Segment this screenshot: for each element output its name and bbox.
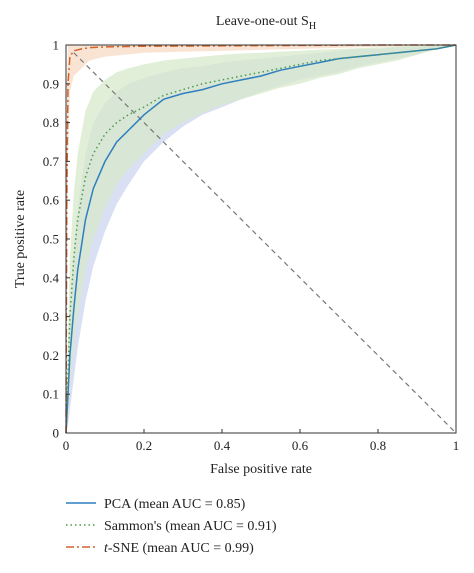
x-tick-label: 0	[63, 438, 70, 453]
legend-label-tsne: t-SNE (mean AUC = 0.99)	[104, 541, 254, 556]
y-tick-label: 1	[53, 38, 60, 53]
y-tick-label: 0.4	[43, 270, 60, 285]
y-tick-label: 0	[53, 426, 60, 441]
legend: PCA (mean AUC = 0.85) Sammon's (mean AUC…	[66, 497, 277, 556]
chart-title: Leave-one-out SH	[216, 14, 316, 32]
y-axis-label: True positive rate	[13, 190, 28, 288]
y-tick-label: 0.7	[43, 154, 60, 169]
y-tick-label: 0.6	[43, 193, 60, 208]
x-axis: 0 0.2 0.4 0.6 0.8 1	[63, 429, 460, 453]
y-tick-label: 0.9	[43, 76, 59, 91]
chance-diagonal-line	[73, 52, 457, 434]
x-tick-label: 0.4	[214, 438, 231, 453]
pca-roc-line	[65, 44, 457, 434]
y-tick-label: 0.3	[43, 309, 59, 324]
legend-label-pca: PCA (mean AUC = 0.85)	[104, 497, 246, 512]
x-tick-label: 0.2	[136, 438, 152, 453]
plot-area	[65, 44, 457, 434]
x-tick-label: 0.8	[370, 438, 386, 453]
sammon-s-confidence-band	[66, 45, 456, 433]
y-tick-label: 0.1	[43, 387, 59, 402]
x-tick-label: 0.6	[292, 438, 309, 453]
y-tick-label: 0.8	[43, 115, 59, 130]
x-tick-label: 1	[453, 438, 460, 453]
y-axis: 0 0.1 0.2 0.3 0.4 0.5 0.6 0.7 0.8 0.9 1	[43, 38, 70, 441]
x-axis-label: False positive rate	[210, 462, 312, 477]
y-tick-label: 0.2	[43, 348, 59, 363]
y-tick-label: 0.5	[43, 232, 59, 247]
legend-label-sammon: Sammon's (mean AUC = 0.91)	[104, 519, 277, 534]
